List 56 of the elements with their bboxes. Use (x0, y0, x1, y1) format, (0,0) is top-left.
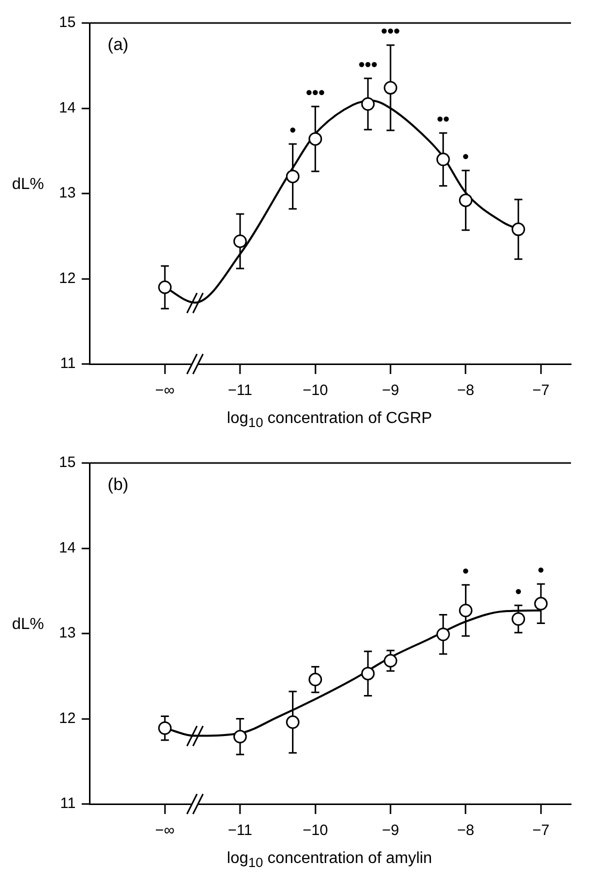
annotation: • (462, 560, 469, 581)
x-tick-label: −10 (302, 382, 328, 400)
point (361, 97, 375, 111)
point (534, 596, 548, 610)
y-tick-label: 11 (60, 355, 76, 372)
y-axis-title: dL% (12, 176, 44, 194)
point (512, 222, 526, 236)
point (308, 132, 322, 146)
point (361, 666, 375, 680)
y-tick-label: 12 (58, 270, 76, 287)
point (458, 194, 472, 208)
x-tick-label: −∞ (155, 822, 175, 840)
y-tick-label: 13 (58, 624, 76, 642)
x-axis-title: log$_{10}$ concentration of CGRP (226, 410, 434, 430)
x-tick-label: −10 (302, 822, 328, 840)
point (286, 715, 300, 729)
point (436, 152, 450, 166)
annotation: • (290, 120, 296, 140)
point (384, 654, 398, 668)
point (436, 628, 450, 642)
x-tick-label: −∞ (155, 382, 175, 400)
x-tick-label: −11 (228, 382, 252, 400)
point (158, 280, 172, 294)
point (308, 672, 322, 686)
point (158, 721, 172, 735)
point (384, 81, 398, 95)
annotation: ••• (306, 82, 325, 103)
y-axis-title: dL% (12, 616, 44, 634)
annotation: • (462, 146, 469, 166)
x-axis-title: log$_{10}$ concentration of amylin (226, 850, 434, 870)
y-tick-label: 15 (58, 14, 76, 32)
annotation: (b) (108, 475, 128, 494)
x-tick-label: −8 (457, 382, 474, 400)
x-tick-label: −7 (532, 382, 550, 400)
annotation: •• (436, 108, 450, 129)
x-tick-label: −8 (457, 822, 474, 840)
point (286, 170, 300, 184)
point (458, 604, 472, 618)
point (233, 730, 247, 744)
point (233, 234, 247, 248)
point (512, 612, 526, 626)
y-tick-label: 14 (58, 99, 76, 116)
x-tick-label: −9 (382, 382, 400, 400)
y-tick-label: 14 (58, 539, 76, 556)
annotation: ••• (381, 21, 400, 42)
annotation: • (515, 581, 522, 602)
annotation: (a) (108, 35, 128, 54)
annotation: ••• (358, 54, 378, 74)
y-tick-label: 13 (58, 184, 76, 202)
y-tick-label: 11 (60, 795, 76, 812)
x-tick-label: −7 (532, 822, 550, 840)
y-tick-label: 15 (58, 454, 76, 472)
x-tick-label: −11 (228, 822, 252, 840)
y-tick-label: 12 (58, 710, 76, 727)
x-tick-label: −9 (382, 822, 400, 840)
annotation: • (538, 560, 544, 580)
